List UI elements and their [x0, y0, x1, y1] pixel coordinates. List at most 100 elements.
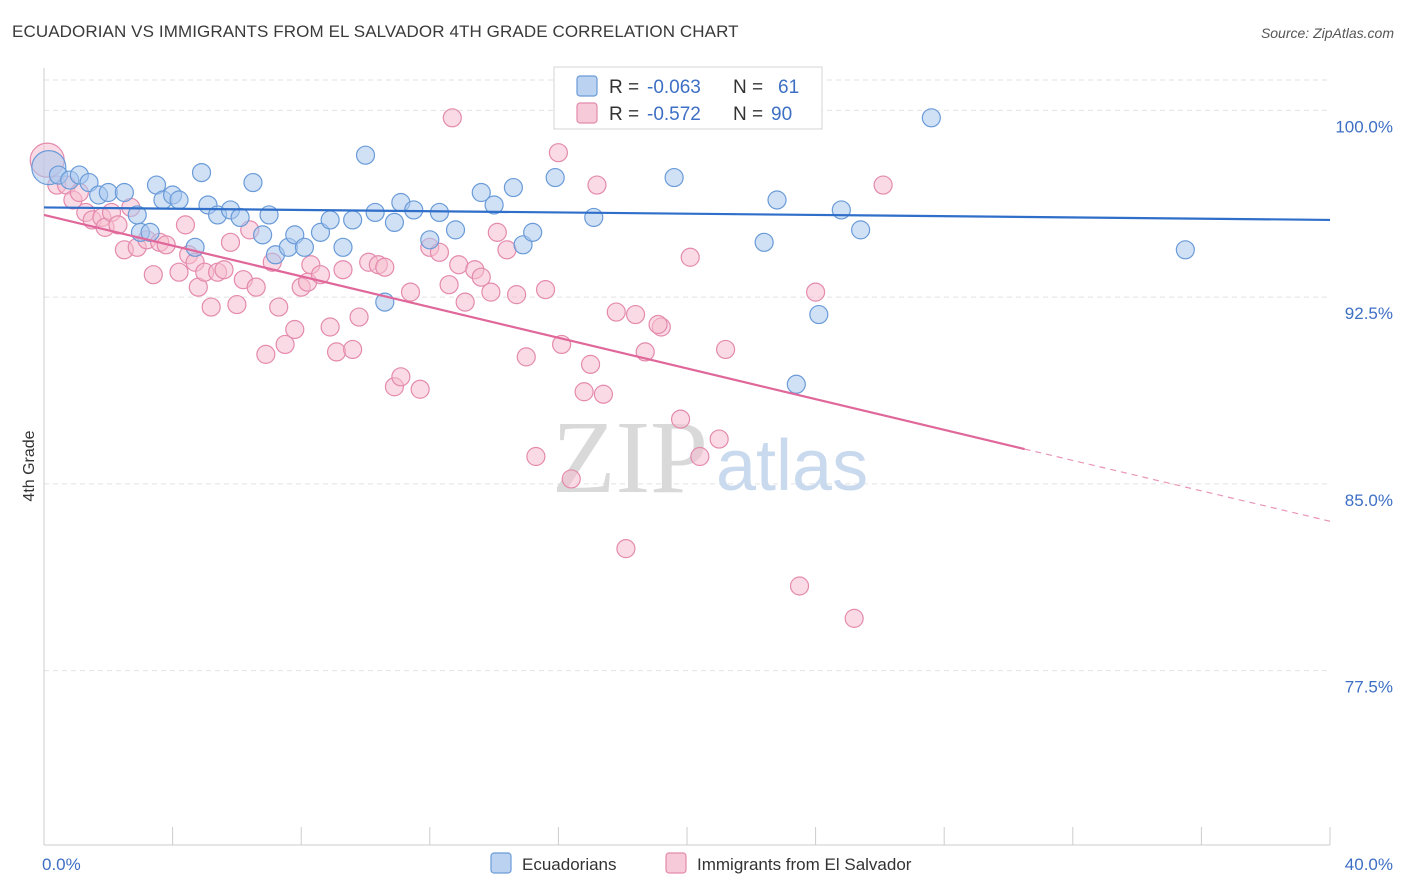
el-salvador-point-69	[561, 469, 581, 489]
ecuadorian-point-38	[420, 230, 440, 250]
legend-swatch-el-salvador	[665, 852, 687, 874]
el-salvador-point-85	[805, 282, 826, 302]
el-salvador-point-32	[256, 344, 276, 364]
ecuadorian-point-50	[664, 167, 684, 188]
el-salvador-point-89	[648, 314, 668, 335]
ecuadorian-point-53	[767, 190, 787, 210]
ecuadorian-point-46	[545, 167, 565, 188]
ecuadorian-point-47	[584, 207, 604, 228]
x-tick-labels: 0.0% 40.0%	[42, 855, 1393, 874]
y-tick-label-2: 92.5%	[1345, 304, 1393, 323]
y-axis-label: 4th Grade	[21, 430, 38, 501]
el-salvador-point-60	[481, 282, 501, 302]
el-salvador-point-45	[349, 307, 369, 327]
stats-pink-n-value: 90	[771, 104, 792, 125]
el-salvador-point-31	[246, 277, 266, 297]
ecuadorian-point-40	[445, 220, 466, 240]
el-salvador-point-63	[507, 285, 527, 305]
stats-blue-r-label: R =	[609, 77, 639, 98]
el-salvador-point-79	[670, 409, 691, 429]
watermark: ZIP atlas	[552, 400, 868, 515]
stats-blue-n-label: N =	[733, 77, 763, 98]
el-salvador-point-74	[606, 302, 626, 322]
el-salvador-point-84	[789, 576, 810, 596]
x-tick-label-1: 40.0%	[1345, 855, 1393, 874]
chart-title: ECUADORIAN VS IMMIGRANTS FROM EL SALVADO…	[12, 22, 739, 41]
el-salvador-point-15	[143, 265, 163, 285]
stats-swatch-blue	[576, 75, 598, 97]
el-salvador-point-27	[220, 232, 241, 252]
el-salvador-point-51	[400, 282, 421, 302]
el-salvador-point-36	[285, 319, 305, 340]
ecuadorian-point-16	[191, 162, 212, 183]
y-tick-label-1: 85.0%	[1345, 491, 1393, 510]
ecuadorian-point-20	[230, 207, 250, 228]
y-tick-label-0: 77.5%	[1345, 678, 1393, 697]
el-salvador-point-10	[108, 215, 128, 235]
el-salvador-point-80	[680, 247, 700, 267]
ecuadorian-point-58	[921, 108, 941, 128]
trend-line-el-salvador-extension	[1024, 448, 1331, 522]
ecuadorian-point-35	[384, 212, 405, 233]
el-salvador-point-81	[690, 446, 710, 467]
el-salvador-point-64	[516, 347, 536, 367]
stats-pink-n-label: N =	[733, 104, 763, 125]
stats-swatch-pink	[576, 102, 598, 124]
el-salvador-point-62	[497, 240, 517, 260]
ecuadorian-point-29	[320, 210, 340, 230]
ecuadorian-point-45	[523, 222, 543, 242]
ecuadorian-point-54	[786, 374, 806, 394]
el-salvador-point-88	[442, 108, 462, 128]
stats-pink-r-value: -0.572	[647, 104, 701, 125]
ecuadorian-point-31	[343, 210, 363, 230]
el-salvador-point-75	[616, 539, 636, 559]
stats-legend-box	[553, 66, 823, 130]
el-salvador-point-24	[201, 297, 221, 317]
el-salvador-point-72	[587, 175, 607, 195]
ecuadorian-point-55	[809, 304, 829, 325]
watermark-atlas: atlas	[716, 426, 868, 506]
ecuadorian-point-57	[851, 220, 871, 240]
ecuadorian-point-33	[365, 202, 385, 223]
ecuadorian-point-27	[294, 237, 315, 257]
ecuadorian-point-21	[243, 172, 263, 193]
el-salvador-point-59	[471, 267, 491, 287]
el-salvador-point-48	[375, 257, 395, 277]
series-legend: Ecuadorians Immigrants from El Salvador	[490, 852, 912, 874]
ecuadorian-point-6	[98, 182, 118, 203]
stats-blue-n-value: 61	[778, 77, 799, 98]
el-salvador-point-28	[227, 294, 247, 315]
ecuadorian-point-22	[253, 225, 273, 245]
el-salvador-point-19	[175, 215, 196, 235]
legend-label-ecuadorians: Ecuadorians	[522, 855, 617, 874]
ecuadorian-point-7	[114, 182, 134, 203]
stats-legend: R = -0.063 N = 61 R = -0.572 N = 90	[553, 66, 823, 130]
ecuadorian-point-52	[754, 232, 774, 252]
el-salvador-point-73	[593, 384, 614, 404]
data-points	[29, 95, 1195, 628]
el-salvador-point-18	[169, 262, 189, 282]
el-salvador-point-50	[391, 367, 411, 387]
el-salvador-point-71	[580, 354, 601, 374]
el-salvador-point-61	[487, 222, 507, 242]
y-tick-labels: 77.5% 85.0% 92.5% 100.0%	[1335, 117, 1393, 696]
stats-pink-r-label: R =	[609, 104, 639, 125]
el-salvador-point-44	[343, 339, 363, 360]
el-salvador-point-65	[526, 446, 546, 467]
x-tick-label-0: 0.0%	[42, 855, 81, 874]
ecuadorian-point-14	[169, 190, 189, 210]
el-salvador-point-55	[439, 275, 459, 295]
legend-swatch-ecuadorians	[490, 852, 512, 874]
ecuadorian-point-41	[471, 182, 491, 203]
trend-line-el-salvador	[43, 213, 1025, 451]
ecuadorian-point-42	[484, 195, 504, 215]
el-salvador-point-86	[844, 608, 864, 628]
el-salvador-point-83	[715, 339, 736, 360]
ecuadorian-point-30	[333, 237, 353, 257]
grid-lines	[44, 79, 1330, 672]
ecuadorian-point-59	[1175, 240, 1195, 260]
el-salvador-point-70	[574, 382, 594, 402]
stats-blue-r-value: -0.063	[647, 77, 701, 98]
el-salvador-point-76	[625, 304, 646, 325]
